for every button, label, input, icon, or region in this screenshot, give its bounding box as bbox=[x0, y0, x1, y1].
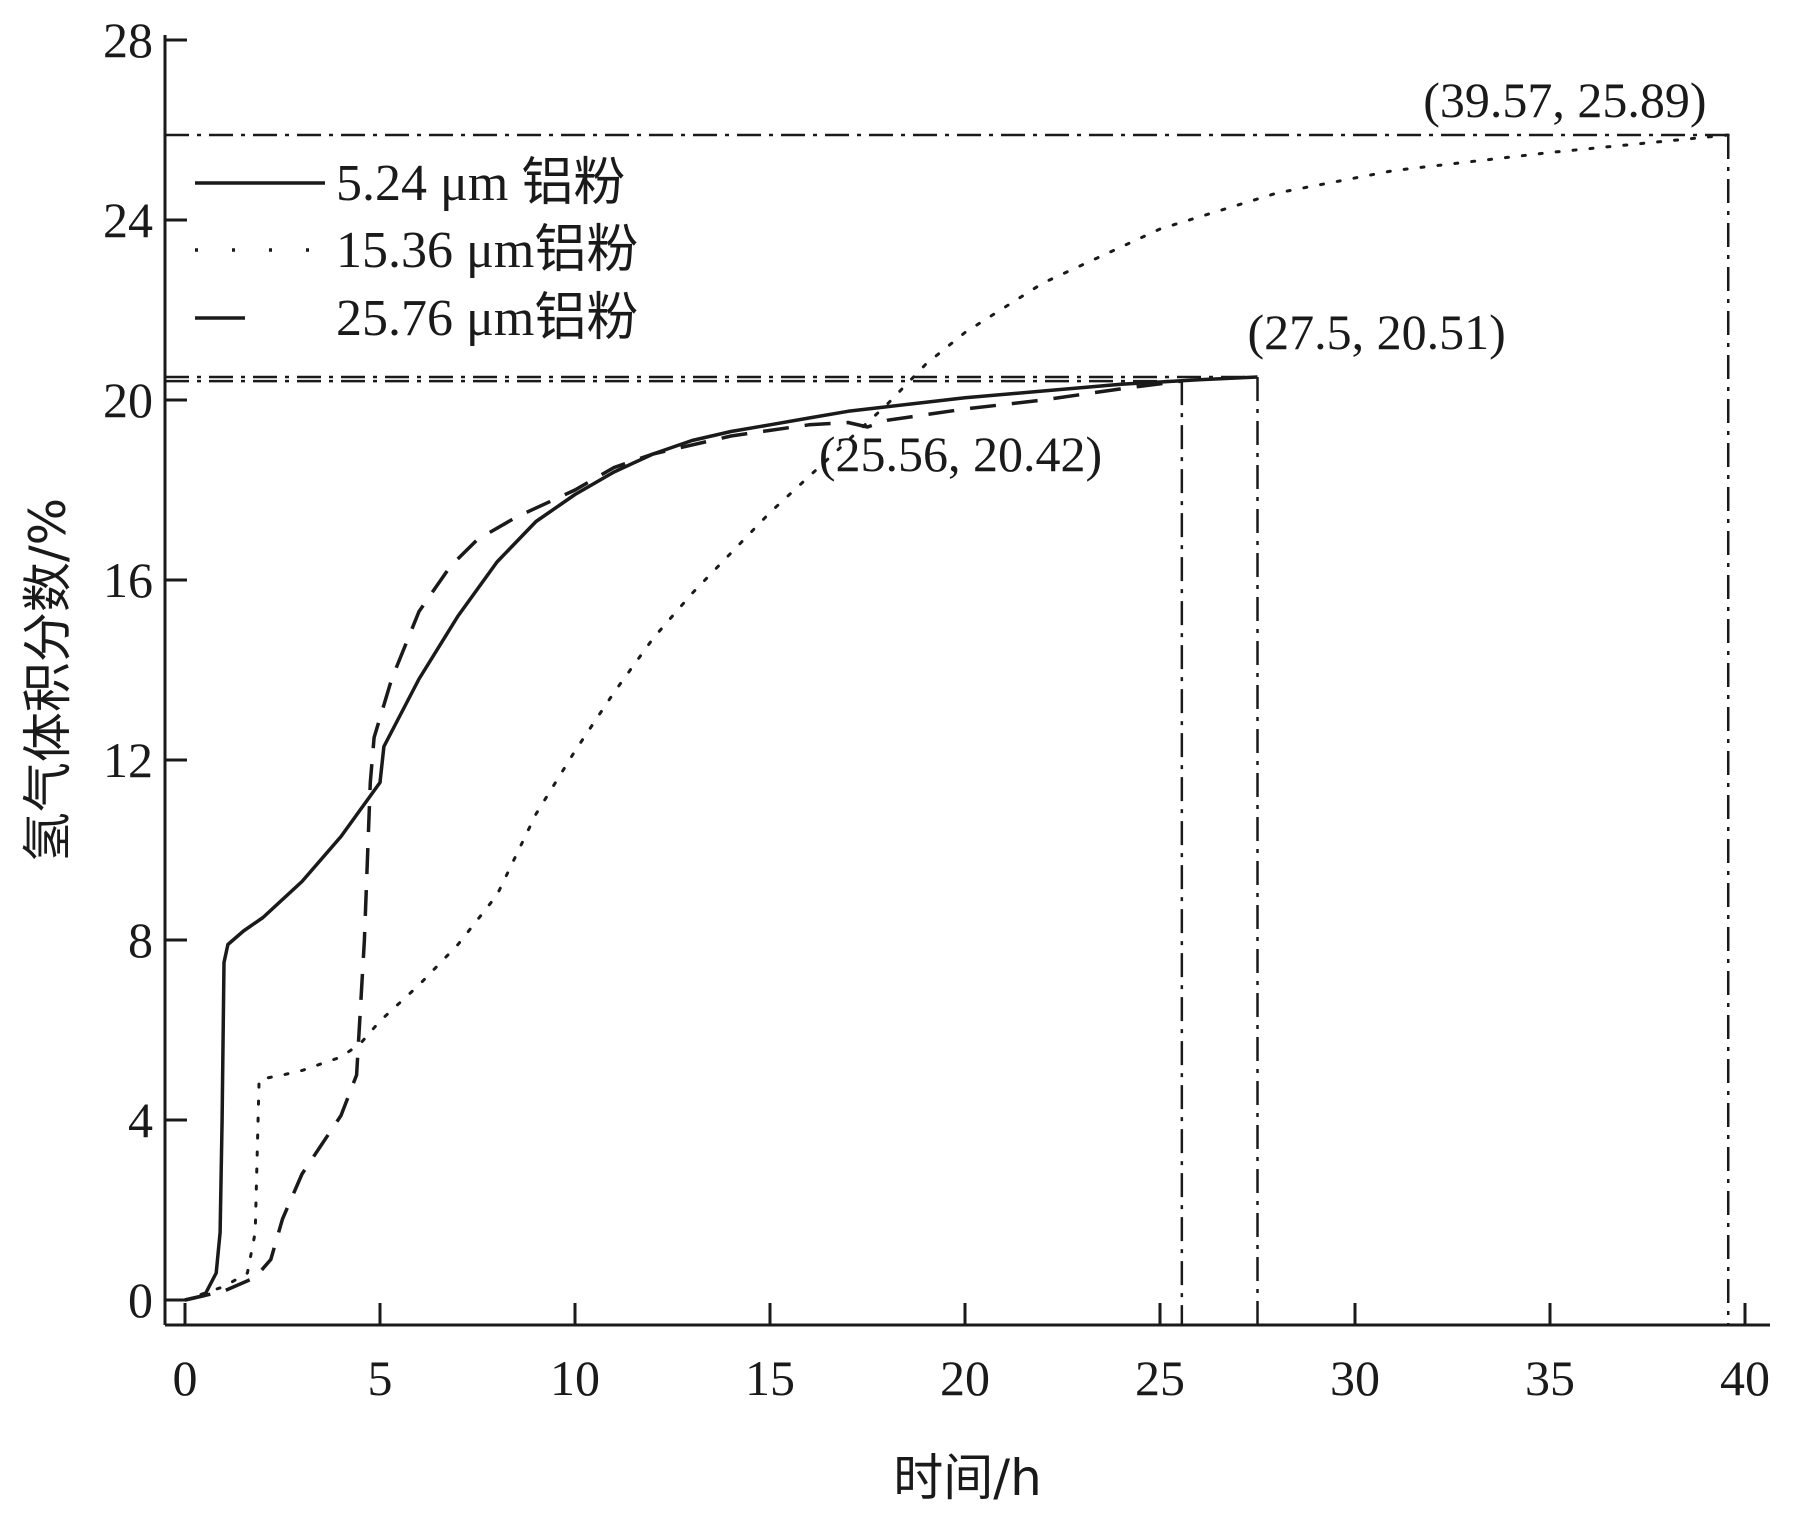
legend-label: 15.36 μm铝粉 bbox=[336, 222, 638, 279]
series-line-3 bbox=[184, 379, 1183, 1302]
legend-label: 5.24 μm 铝粉 bbox=[336, 155, 625, 212]
x-tick-label: 5 bbox=[368, 1350, 393, 1406]
x-tick-label: 30 bbox=[1330, 1350, 1380, 1406]
series-line-1 bbox=[184, 375, 1258, 1302]
annotations: (39.57, 25.89) (27.5, 20.51) (25.56, 20.42… bbox=[819, 72, 1707, 482]
y-tick-label: 16 bbox=[103, 552, 153, 608]
x-tick-label: 40 bbox=[1720, 1350, 1770, 1406]
legend-label: 25.76 μm铝粉 bbox=[336, 290, 638, 347]
y-tick-label: 0 bbox=[128, 1272, 153, 1328]
point-annotation: (39.57, 25.89) bbox=[1423, 72, 1706, 128]
y-tick-label: 4 bbox=[128, 1092, 153, 1148]
x-tick-label: 25 bbox=[1135, 1350, 1185, 1406]
x-tick-label: 0 bbox=[173, 1350, 198, 1406]
legend: 5.24 μm 铝粉 15.36 μm铝粉 25.76 μm铝粉 bbox=[195, 155, 638, 347]
y-tick-label: 28 bbox=[103, 12, 153, 68]
y-tick-label: 24 bbox=[103, 192, 153, 248]
point-annotation: (27.5, 20.51) bbox=[1248, 304, 1506, 360]
x-tick-label: 15 bbox=[745, 1350, 795, 1406]
x-tick-label: 35 bbox=[1525, 1350, 1575, 1406]
y-tick-label: 8 bbox=[128, 912, 153, 968]
reference-lines bbox=[165, 133, 1730, 1325]
x-tick-label: 20 bbox=[940, 1350, 990, 1406]
y-tick-label: 12 bbox=[103, 732, 153, 788]
y-tick-label: 20 bbox=[103, 372, 153, 428]
ticks: 0 5 10 15 20 25 30 35 40 0 4 8 12 16 20 24 28 bbox=[103, 12, 1770, 1406]
axes bbox=[163, 35, 1770, 1327]
series-layer bbox=[183, 133, 1730, 1302]
x-tick-label: 10 bbox=[550, 1350, 600, 1406]
x-axis-title: 时间/h bbox=[893, 1449, 1042, 1507]
point-annotation: (25.56, 20.42) bbox=[819, 426, 1102, 482]
y-axis-title: 氢气体积分数/% bbox=[19, 498, 77, 862]
